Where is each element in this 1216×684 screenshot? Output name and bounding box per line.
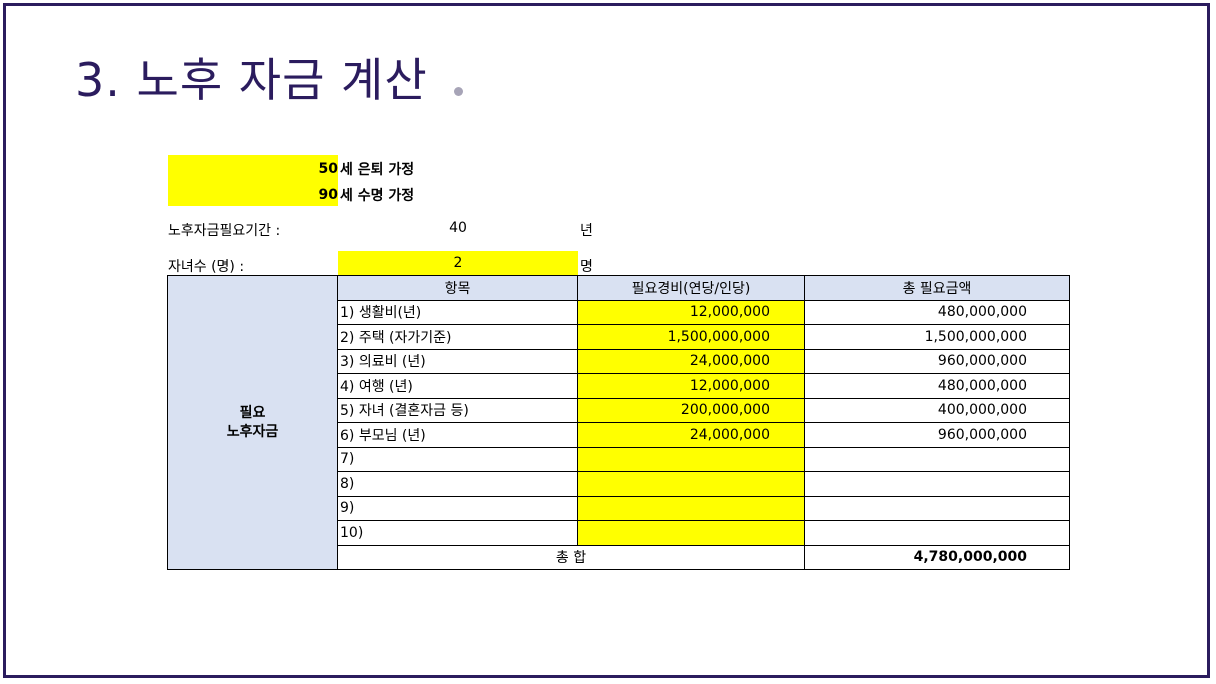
- period-unit: 년: [580, 223, 593, 239]
- row-total: 960,000,000: [804, 348, 1070, 374]
- life-age-text: 세 수명 가정: [340, 187, 415, 204]
- table-row: 3) 의료비 (년) 24,000,000 960,000,000: [168, 348, 1070, 374]
- row-item: 2) 주택 (자가기준): [337, 324, 578, 350]
- row-item: 3) 의료비 (년): [337, 348, 578, 374]
- row-item: 7): [337, 446, 578, 472]
- period-value: 40: [449, 220, 467, 236]
- row-total: 960,000,000: [804, 422, 1070, 448]
- retire-age-value: 50: [318, 160, 338, 177]
- row-item: 4) 여행 (년): [337, 373, 578, 399]
- retire-age-text: 세 은퇴 가정: [340, 161, 415, 178]
- children-label: 자녀수 (명) :: [168, 259, 245, 275]
- row-cost-input[interactable]: [577, 471, 805, 497]
- row-total: [804, 520, 1070, 546]
- row-cost-input[interactable]: 200,000,000: [577, 397, 805, 423]
- row-cost-input[interactable]: 12,000,000: [577, 299, 805, 325]
- row-cost-input[interactable]: 24,000,000: [577, 422, 805, 448]
- page-title: 3. 노후 자금 계산: [75, 53, 428, 107]
- table-row: 2) 주택 (자가기준) 1,500,000,000 1,500,000,000: [168, 324, 1070, 350]
- sum-label: 총 합: [337, 544, 805, 570]
- children-value: 2: [338, 251, 578, 275]
- retire-assumption: 50 세 은퇴 가정: [168, 156, 468, 181]
- retirement-fund-table: 필요 노후자금 항목 필요경비(연당/인당) 총 필요금액 1) 생활비(년) …: [167, 275, 1070, 570]
- category-line1: 필요: [239, 404, 266, 421]
- row-cost-input[interactable]: [577, 446, 805, 472]
- row-total: [804, 495, 1070, 521]
- sum-value: 4,780,000,000: [804, 544, 1070, 570]
- row-cost-input[interactable]: 12,000,000: [577, 373, 805, 399]
- row-item: 1) 생활비(년): [337, 299, 578, 325]
- category-cell: 필요 노후자금: [167, 275, 338, 570]
- row-cost-input[interactable]: 24,000,000: [577, 348, 805, 374]
- header-total: 총 필요금액: [804, 275, 1070, 301]
- row-total: 480,000,000: [804, 373, 1070, 399]
- slide-frame: [3, 3, 1210, 678]
- life-assumption: 90 세 수명 가정: [168, 182, 468, 207]
- sum-row: 총 합 4,780,000,000: [168, 544, 1070, 570]
- title-dot-decoration: [454, 87, 463, 96]
- row-total: 480,000,000: [804, 299, 1070, 325]
- row-total: 1,500,000,000: [804, 324, 1070, 350]
- table-row: 5) 자녀 (결혼자금 등) 200,000,000 400,000,000: [168, 397, 1070, 423]
- life-age-value: 90: [318, 186, 338, 203]
- table-header-row: 필요 노후자금 항목 필요경비(연당/인당) 총 필요금액: [167, 275, 1070, 570]
- row-cost-input[interactable]: 1,500,000,000: [577, 324, 805, 350]
- row-item: 8): [337, 471, 578, 497]
- row-total: [804, 471, 1070, 497]
- header-item: 항목: [337, 275, 578, 301]
- row-cost-input[interactable]: [577, 520, 805, 546]
- header-cost: 필요경비(연당/인당): [577, 275, 805, 301]
- table-row: 7): [168, 446, 1070, 472]
- category-line2: 노후자금: [226, 423, 279, 440]
- period-label: 노후자금필요기간 :: [168, 223, 281, 239]
- table-row: 8): [168, 471, 1070, 497]
- row-item: 9): [337, 495, 578, 521]
- row-item: 5) 자녀 (결혼자금 등): [337, 397, 578, 423]
- row-cost-input[interactable]: [577, 495, 805, 521]
- assumption-highlight: [168, 155, 338, 206]
- row-item: 10): [337, 520, 578, 546]
- row-total: [804, 446, 1070, 472]
- row-total: 400,000,000: [804, 397, 1070, 423]
- children-unit: 명: [580, 259, 593, 275]
- row-item: 6) 부모님 (년): [337, 422, 578, 448]
